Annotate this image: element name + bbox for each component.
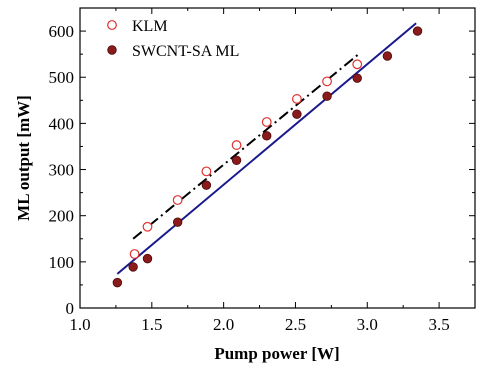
data-point-swcnt-sa-ml [412,26,423,36]
data-points [112,26,423,288]
x-tick-label: 3.0 [357,315,378,334]
fit-line-swcnt-sa-ml [116,22,417,275]
data-point-swcnt-sa-ml [292,109,302,119]
x-tick-label: 2.0 [213,315,234,334]
y-tick-label: 0 [66,299,75,318]
legend-label-swcnt-sa-ml: SWCNT-SA ML [132,43,239,60]
fit-lines [116,22,417,275]
y-tick-label: 500 [49,68,75,87]
y-axis-title: ML output [mW] [14,95,33,221]
y-tick-label: 100 [49,253,75,272]
data-point-swcnt-sa-ml [382,51,393,61]
x-axis-title: Pump power [W] [214,344,339,363]
y-tick-label: 400 [49,114,75,133]
data-point-klm [129,249,140,259]
legend-marker-klm [107,20,117,30]
plot-frame [79,7,476,309]
data-point-klm [142,221,153,232]
data-point-swcnt-sa-ml [352,73,362,83]
data-point-swcnt-sa-ml [231,155,242,166]
legend-label-klm: KLM [132,18,168,35]
data-point-swcnt-sa-ml [112,277,123,288]
data-point-klm [201,166,212,177]
y-tick-label: 200 [49,207,75,226]
data-point-swcnt-sa-ml [142,253,153,264]
x-axis: 1.0 1.5 2.0 2.5 3.0 3.5 [69,8,450,334]
x-tick-label: 3.5 [428,315,449,334]
plot-area [79,7,476,309]
legend-marker-swcnt-sa-ml [107,45,117,55]
x-tick-label: 2.5 [285,315,306,334]
data-point-klm [172,195,183,205]
legend: KLM SWCNT-SA ML [107,18,239,60]
y-tick-label: 300 [49,161,75,180]
data-point-swcnt-sa-ml [262,131,272,141]
x-tick-label: 1.5 [141,315,162,334]
y-axis: 0 100 200 300 400 500 600 [49,22,475,318]
data-point-klm [261,117,272,127]
data-point-swcnt-sa-ml [322,91,332,101]
legend-entry-klm: KLM [107,18,168,35]
legend-entry-swcnt-sa-ml: SWCNT-SA ML [107,43,239,60]
x-tick-label: 1.0 [69,315,90,334]
data-point-klm [322,76,332,87]
data-point-klm [352,59,363,70]
fit-line-klm [132,53,360,240]
data-point-swcnt-sa-ml [201,180,212,190]
data-point-swcnt-sa-ml [172,217,183,227]
y-tick-label: 600 [49,22,75,41]
data-point-klm [291,94,302,104]
data-point-swcnt-sa-ml [128,262,138,272]
data-point-klm [231,140,242,150]
